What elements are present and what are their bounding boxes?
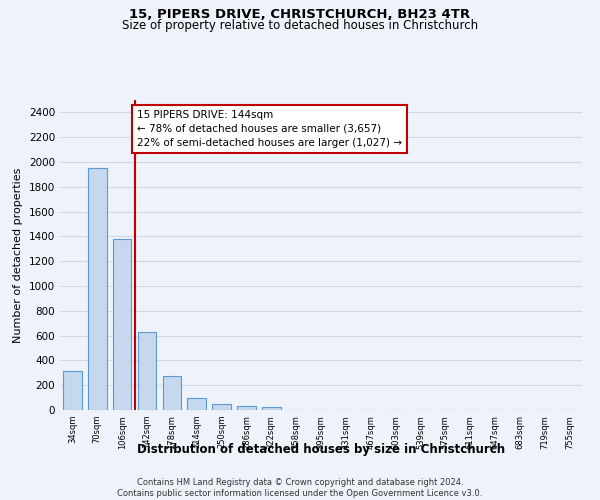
Text: Contains HM Land Registry data © Crown copyright and database right 2024.
Contai: Contains HM Land Registry data © Crown c… — [118, 478, 482, 498]
Text: 15 PIPERS DRIVE: 144sqm
← 78% of detached houses are smaller (3,657)
22% of semi: 15 PIPERS DRIVE: 144sqm ← 78% of detache… — [137, 110, 402, 148]
Text: Distribution of detached houses by size in Christchurch: Distribution of detached houses by size … — [137, 442, 505, 456]
Bar — [163, 376, 181, 410]
Text: Size of property relative to detached houses in Christchurch: Size of property relative to detached ho… — [122, 18, 478, 32]
Bar — [63, 371, 82, 410]
Y-axis label: Number of detached properties: Number of detached properties — [13, 168, 23, 342]
Bar — [262, 407, 281, 410]
Text: 15, PIPERS DRIVE, CHRISTCHURCH, BH23 4TR: 15, PIPERS DRIVE, CHRISTCHURCH, BH23 4TR — [130, 8, 470, 20]
Bar — [187, 398, 206, 410]
Bar — [237, 406, 256, 410]
Bar — [212, 404, 231, 410]
Bar — [137, 332, 157, 410]
Bar — [88, 168, 107, 410]
Bar — [113, 239, 131, 410]
